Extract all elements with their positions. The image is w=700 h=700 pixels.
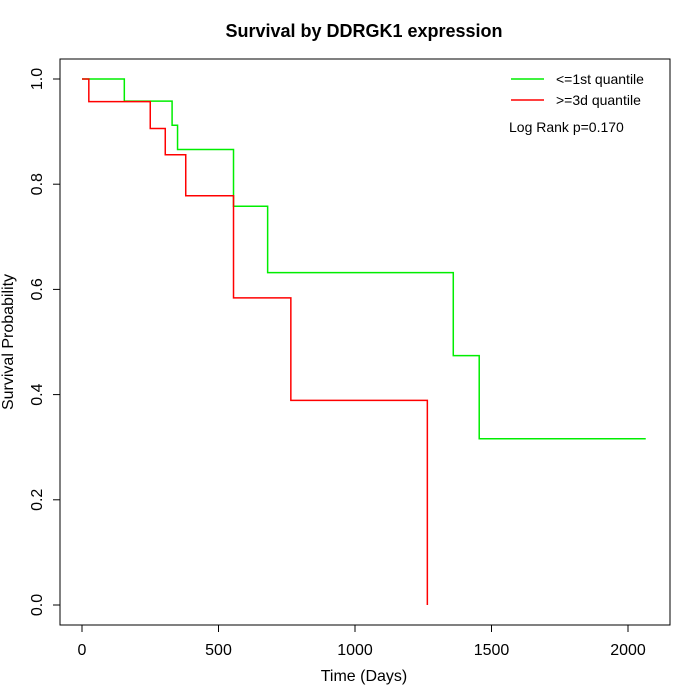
y-axis-label: Survival Probability (0, 274, 17, 410)
legend: <=1st quantile >=3d quantile (511, 71, 644, 108)
plot-frame (59, 58, 671, 626)
y-tick-label: 0.8 (29, 173, 46, 195)
x-tick-label: 0 (78, 642, 87, 659)
x-axis-label: Time (Days) (321, 668, 408, 685)
x-tick-label: 1500 (474, 642, 510, 659)
chart-title: Survival by DDRGK1 expression (225, 21, 502, 41)
y-axis: 0.0 0.2 0.4 0.6 0.8 1.0 (29, 68, 61, 616)
x-tick-label: 500 (205, 642, 232, 659)
y-tick-label: 1.0 (29, 68, 46, 90)
x-axis: 0 500 1000 1500 2000 (78, 624, 646, 659)
y-tick-label: 0.2 (29, 489, 46, 511)
legend-label: >=3d quantile (556, 92, 641, 108)
y-tick-label: 0.0 (29, 594, 46, 616)
series-layer (82, 78, 646, 605)
y-tick-label: 0.4 (29, 383, 46, 405)
log-rank-annotation: Log Rank p=0.170 (509, 119, 624, 135)
x-tick-label: 2000 (610, 642, 646, 659)
x-tick-label: 1000 (337, 642, 373, 659)
series-line-high-quantile (82, 78, 429, 605)
legend-label: <=1st quantile (556, 71, 644, 87)
y-tick-label: 0.6 (29, 278, 46, 300)
